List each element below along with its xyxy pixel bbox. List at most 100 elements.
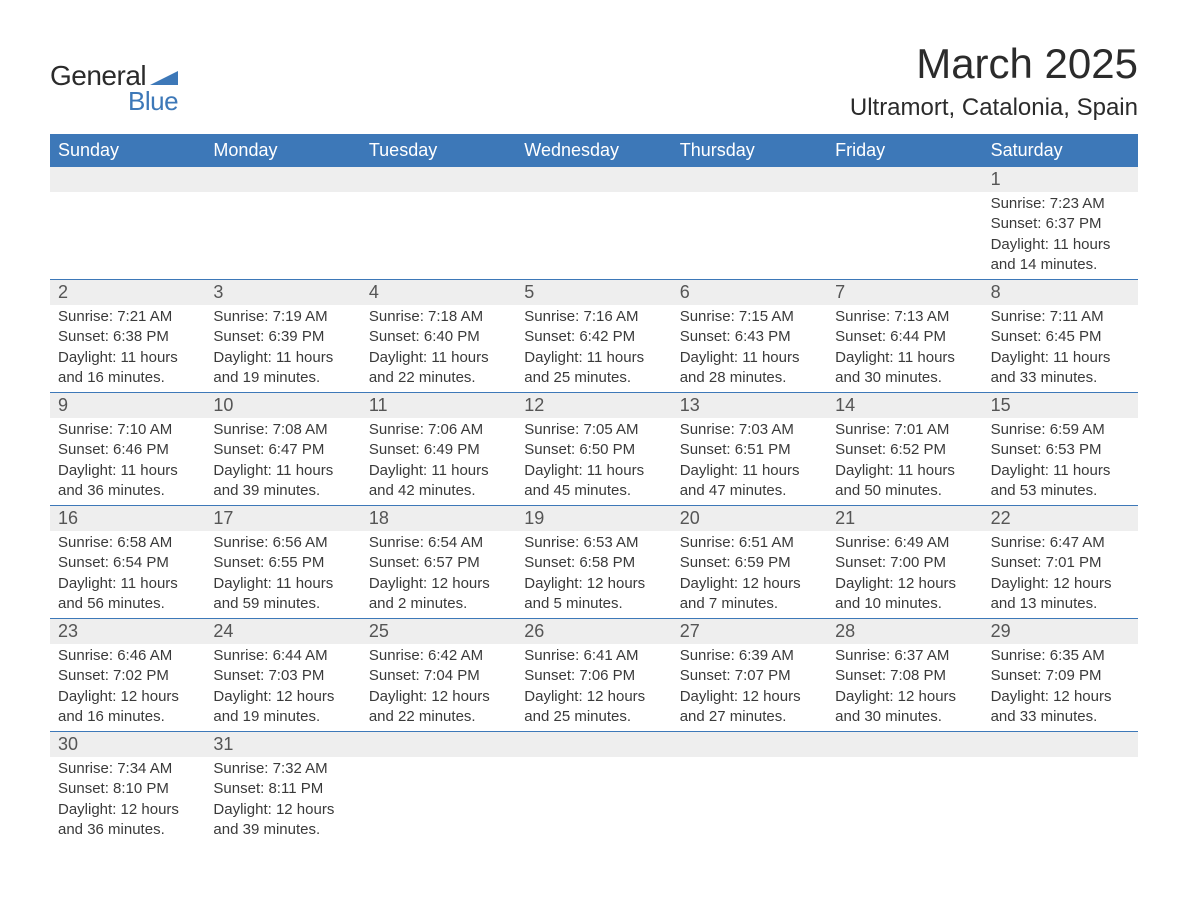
day-header: Sunday bbox=[50, 134, 205, 167]
header: General Blue March 2025 Ultramort, Catal… bbox=[50, 40, 1138, 122]
sunrise-text: Sunrise: 6:56 AM bbox=[213, 533, 352, 553]
daylight-text: Daylight: 12 hours and 10 minutes. bbox=[835, 574, 974, 615]
day-cell: Sunrise: 7:01 AMSunset: 6:52 PMDaylight:… bbox=[827, 418, 982, 505]
daylight-text: Daylight: 11 hours and 25 minutes. bbox=[524, 348, 663, 389]
logo-text-blue: Blue bbox=[128, 86, 178, 117]
daylight-text: Daylight: 11 hours and 47 minutes. bbox=[680, 461, 819, 502]
logo: General Blue bbox=[50, 60, 178, 117]
day-cell: Sunrise: 7:13 AMSunset: 6:44 PMDaylight:… bbox=[827, 305, 982, 392]
day-number: 28 bbox=[827, 619, 982, 644]
day-cell bbox=[50, 192, 205, 279]
day-number: 27 bbox=[672, 619, 827, 644]
day-number bbox=[50, 167, 205, 192]
sunrise-text: Sunrise: 7:16 AM bbox=[524, 307, 663, 327]
daylight-text: Daylight: 11 hours and 50 minutes. bbox=[835, 461, 974, 502]
sunrise-text: Sunrise: 7:34 AM bbox=[58, 759, 197, 779]
sunset-text: Sunset: 6:54 PM bbox=[58, 553, 197, 573]
day-cell: Sunrise: 6:41 AMSunset: 7:06 PMDaylight:… bbox=[516, 644, 671, 731]
day-cell: Sunrise: 6:59 AMSunset: 6:53 PMDaylight:… bbox=[983, 418, 1138, 505]
sunrise-text: Sunrise: 6:53 AM bbox=[524, 533, 663, 553]
day-cell: Sunrise: 7:11 AMSunset: 6:45 PMDaylight:… bbox=[983, 305, 1138, 392]
day-header: Friday bbox=[827, 134, 982, 167]
day-cell: Sunrise: 7:19 AMSunset: 6:39 PMDaylight:… bbox=[205, 305, 360, 392]
day-cell bbox=[516, 192, 671, 279]
sunset-text: Sunset: 8:10 PM bbox=[58, 779, 197, 799]
sunrise-text: Sunrise: 7:19 AM bbox=[213, 307, 352, 327]
daylight-text: Daylight: 11 hours and 45 minutes. bbox=[524, 461, 663, 502]
sunrise-text: Sunrise: 6:39 AM bbox=[680, 646, 819, 666]
day-cell: Sunrise: 6:35 AMSunset: 7:09 PMDaylight:… bbox=[983, 644, 1138, 731]
day-cell: Sunrise: 6:54 AMSunset: 6:57 PMDaylight:… bbox=[361, 531, 516, 618]
daynum-row: 1 bbox=[50, 167, 1138, 192]
sunrise-text: Sunrise: 7:06 AM bbox=[369, 420, 508, 440]
daylight-text: Daylight: 11 hours and 22 minutes. bbox=[369, 348, 508, 389]
daylight-text: Daylight: 12 hours and 16 minutes. bbox=[58, 687, 197, 728]
day-cell bbox=[516, 757, 671, 844]
daylight-text: Daylight: 12 hours and 5 minutes. bbox=[524, 574, 663, 615]
daylight-text: Daylight: 11 hours and 56 minutes. bbox=[58, 574, 197, 615]
sunrise-text: Sunrise: 6:54 AM bbox=[369, 533, 508, 553]
sunrise-text: Sunrise: 7:01 AM bbox=[835, 420, 974, 440]
sunset-text: Sunset: 6:45 PM bbox=[991, 327, 1130, 347]
daylight-text: Daylight: 11 hours and 30 minutes. bbox=[835, 348, 974, 389]
sunset-text: Sunset: 6:44 PM bbox=[835, 327, 974, 347]
sunset-text: Sunset: 7:03 PM bbox=[213, 666, 352, 686]
day-number: 15 bbox=[983, 393, 1138, 418]
sunrise-text: Sunrise: 7:15 AM bbox=[680, 307, 819, 327]
daylight-text: Daylight: 12 hours and 33 minutes. bbox=[991, 687, 1130, 728]
day-number: 24 bbox=[205, 619, 360, 644]
day-header: Tuesday bbox=[361, 134, 516, 167]
daylight-text: Daylight: 11 hours and 19 minutes. bbox=[213, 348, 352, 389]
sunrise-text: Sunrise: 6:46 AM bbox=[58, 646, 197, 666]
day-cell: Sunrise: 7:06 AMSunset: 6:49 PMDaylight:… bbox=[361, 418, 516, 505]
day-cell: Sunrise: 6:51 AMSunset: 6:59 PMDaylight:… bbox=[672, 531, 827, 618]
day-header: Saturday bbox=[983, 134, 1138, 167]
day-number bbox=[827, 732, 982, 757]
daylight-text: Daylight: 12 hours and 19 minutes. bbox=[213, 687, 352, 728]
day-number: 6 bbox=[672, 280, 827, 305]
day-cell: Sunrise: 6:39 AMSunset: 7:07 PMDaylight:… bbox=[672, 644, 827, 731]
sunrise-text: Sunrise: 7:11 AM bbox=[991, 307, 1130, 327]
daycontent-row: Sunrise: 6:58 AMSunset: 6:54 PMDaylight:… bbox=[50, 531, 1138, 618]
daynum-row: 9101112131415 bbox=[50, 392, 1138, 418]
sunset-text: Sunset: 6:51 PM bbox=[680, 440, 819, 460]
daylight-text: Daylight: 12 hours and 39 minutes. bbox=[213, 800, 352, 841]
sunrise-text: Sunrise: 7:21 AM bbox=[58, 307, 197, 327]
day-cell: Sunrise: 6:46 AMSunset: 7:02 PMDaylight:… bbox=[50, 644, 205, 731]
day-number: 7 bbox=[827, 280, 982, 305]
day-number: 5 bbox=[516, 280, 671, 305]
day-cell: Sunrise: 7:15 AMSunset: 6:43 PMDaylight:… bbox=[672, 305, 827, 392]
sunrise-text: Sunrise: 6:49 AM bbox=[835, 533, 974, 553]
day-number bbox=[516, 732, 671, 757]
day-number: 12 bbox=[516, 393, 671, 418]
day-number: 10 bbox=[205, 393, 360, 418]
month-title: March 2025 bbox=[850, 40, 1138, 88]
daylight-text: Daylight: 12 hours and 22 minutes. bbox=[369, 687, 508, 728]
sunset-text: Sunset: 6:43 PM bbox=[680, 327, 819, 347]
sunrise-text: Sunrise: 6:35 AM bbox=[991, 646, 1130, 666]
daylight-text: Daylight: 11 hours and 33 minutes. bbox=[991, 348, 1130, 389]
day-number bbox=[361, 167, 516, 192]
calendar-header-row: Sunday Monday Tuesday Wednesday Thursday… bbox=[50, 134, 1138, 167]
day-number bbox=[672, 732, 827, 757]
sunset-text: Sunset: 6:46 PM bbox=[58, 440, 197, 460]
sunset-text: Sunset: 6:55 PM bbox=[213, 553, 352, 573]
day-number bbox=[361, 732, 516, 757]
day-number: 8 bbox=[983, 280, 1138, 305]
sunset-text: Sunset: 6:42 PM bbox=[524, 327, 663, 347]
daylight-text: Daylight: 11 hours and 28 minutes. bbox=[680, 348, 819, 389]
day-number: 4 bbox=[361, 280, 516, 305]
daylight-text: Daylight: 12 hours and 25 minutes. bbox=[524, 687, 663, 728]
day-number: 13 bbox=[672, 393, 827, 418]
day-number: 2 bbox=[50, 280, 205, 305]
daylight-text: Daylight: 11 hours and 16 minutes. bbox=[58, 348, 197, 389]
day-cell: Sunrise: 6:58 AMSunset: 6:54 PMDaylight:… bbox=[50, 531, 205, 618]
sunset-text: Sunset: 6:40 PM bbox=[369, 327, 508, 347]
sunrise-text: Sunrise: 7:03 AM bbox=[680, 420, 819, 440]
sunrise-text: Sunrise: 6:44 AM bbox=[213, 646, 352, 666]
title-block: March 2025 Ultramort, Catalonia, Spain bbox=[850, 40, 1138, 122]
sunset-text: Sunset: 6:49 PM bbox=[369, 440, 508, 460]
day-number: 9 bbox=[50, 393, 205, 418]
sunrise-text: Sunrise: 6:37 AM bbox=[835, 646, 974, 666]
sunset-text: Sunset: 7:01 PM bbox=[991, 553, 1130, 573]
